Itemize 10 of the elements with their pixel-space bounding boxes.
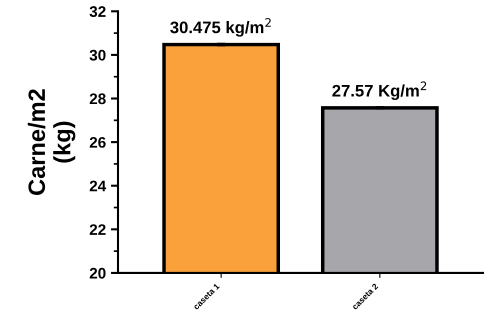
data-label: 27.57 Kg/m$^{2}$ [332,81,426,100]
y-tick-label: 22 [90,224,106,235]
y-tick-label: 24 [90,180,106,192]
data-label: 30.475 kg/m$^{2}$ [170,18,271,37]
y-tick-label: 30 [90,50,106,61]
y-tick-label: 20 [90,268,106,279]
y-axis-title: Carne/m2 (kg) [28,89,76,195]
y-tick-label: 32 [90,6,106,18]
y-tick-label: 26 [90,136,106,148]
y-tick-label: 28 [90,93,106,104]
